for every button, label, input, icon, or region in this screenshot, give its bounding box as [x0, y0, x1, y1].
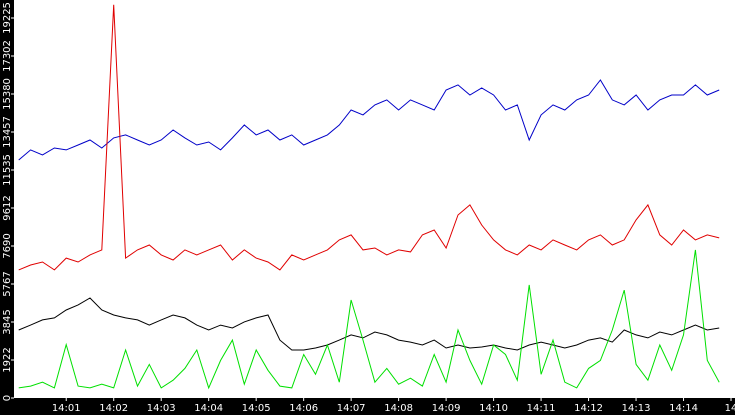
y-tick-label: 5767 — [2, 271, 13, 296]
y-tick-label: 3845 — [2, 309, 13, 334]
series-line — [18, 4, 720, 271]
x-tick-label: 14:13 — [622, 403, 651, 414]
x-tick-label: 14:02 — [99, 403, 128, 414]
y-tick-label: 19225 — [2, 2, 13, 34]
y-tick-label: 15380 — [2, 78, 13, 110]
y-tick-label: 11535 — [2, 154, 13, 186]
x-tick-label: 14:10 — [479, 403, 508, 414]
series-line — [18, 297, 720, 351]
x-tick-label: 14:09 — [432, 403, 461, 414]
x-axis-band — [0, 398, 735, 415]
x-tick-label: 14:03 — [147, 403, 176, 414]
y-tick-label: 17302 — [2, 40, 13, 72]
y-tick-label: 0 — [2, 395, 13, 401]
y-tick-label: 1922 — [2, 347, 13, 372]
x-tick-label: 14:07 — [337, 403, 366, 414]
y-tick-label: 13457 — [2, 116, 13, 148]
x-tick-label: 14 — [725, 403, 735, 414]
x-tick-label: 14:05 — [242, 403, 271, 414]
x-tick-label: 14:11 — [527, 403, 556, 414]
x-tick-label: 14:01 — [52, 403, 81, 414]
x-tick-label: 14:12 — [574, 403, 603, 414]
series-line — [18, 249, 720, 390]
x-tick-label: 14:14 — [669, 403, 698, 414]
x-tick-label: 14:04 — [194, 403, 223, 414]
series-line — [18, 79, 720, 161]
x-tick-label: 14:06 — [289, 403, 318, 414]
x-tick-label: 14:08 — [384, 403, 413, 414]
y-axis-band — [0, 0, 14, 415]
y-tick-label: 9612 — [2, 195, 13, 220]
y-tick-label: 7690 — [2, 233, 13, 258]
